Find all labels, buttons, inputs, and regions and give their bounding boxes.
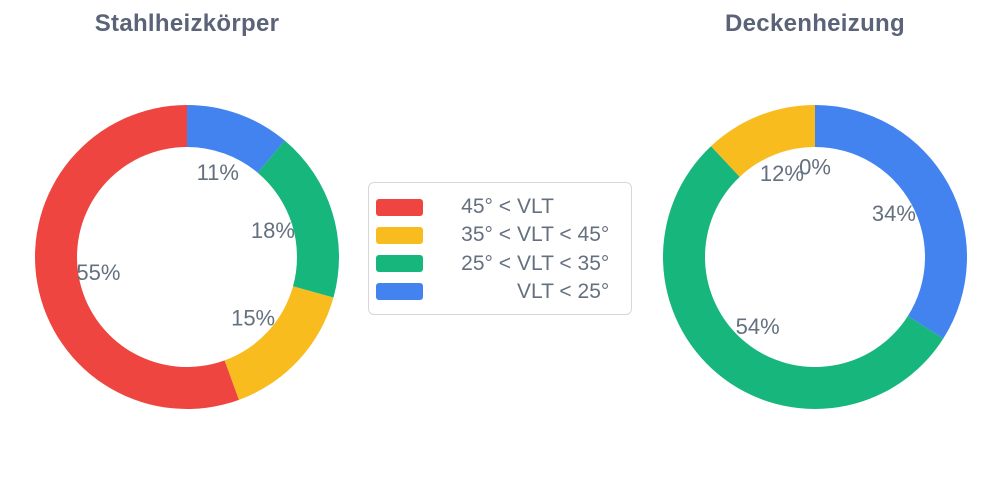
legend-swatch-green	[376, 255, 423, 273]
legend-item-label: VLT < 45°	[517, 223, 610, 247]
legend-item-prefix: 25° <	[461, 251, 511, 275]
pie-slice-yellow	[710, 105, 815, 177]
pie-slice-green	[663, 146, 944, 409]
legend-swatch-yellow	[376, 226, 423, 244]
legend-swatch-blue	[376, 283, 423, 301]
pie-value-label-green: 54%	[736, 314, 780, 339]
legend-item: 45° < VLT	[376, 193, 621, 221]
pie-slice-blue	[815, 105, 967, 339]
pie-slice-blue	[187, 105, 285, 173]
donut-chart-stahlheizkoerper: 55% 15% 18% 11%	[35, 105, 339, 409]
legend-swatch-red	[376, 198, 423, 216]
pie-value-label-red: 0%	[799, 155, 831, 180]
legend-item-label: VLT	[517, 195, 554, 218]
legend-item: 35° < VLT < 45°	[376, 221, 621, 249]
legend-item-prefix: 45° <	[461, 195, 511, 218]
pie-slice-yellow	[224, 286, 334, 400]
chart-title-stahlheizkoerper: Stahlheizkörper	[94, 10, 280, 37]
legend-item-label: VLT < 25°	[517, 279, 610, 303]
pie-value-label-green: 18%	[251, 218, 295, 243]
legend-item-label: VLT < 35°	[517, 251, 610, 275]
pie-value-label-blue: 34%	[872, 201, 916, 226]
pie-value-label-red: 55%	[76, 260, 120, 285]
legend-item: 25° < VLT < 35°	[376, 250, 621, 278]
pie-value-label-blue: 11%	[197, 160, 239, 185]
pie-value-label-yellow: 15%	[231, 306, 275, 331]
donut-chart-deckenheizung: 0%12% 54% 34%	[663, 105, 967, 409]
chart-title-deckenheizung: Deckenheizung	[725, 10, 905, 37]
pie-slice-red	[35, 105, 239, 409]
pie-value-label-yellow: 12%	[760, 161, 804, 186]
legend-item: VLT < 25°	[376, 278, 621, 306]
legend-item-prefix: 35° <	[461, 223, 511, 247]
legend: 45° < VLT 35° < VLT < 45° 25° < VLT < 35…	[368, 182, 632, 315]
pie-slice-green	[257, 140, 339, 298]
